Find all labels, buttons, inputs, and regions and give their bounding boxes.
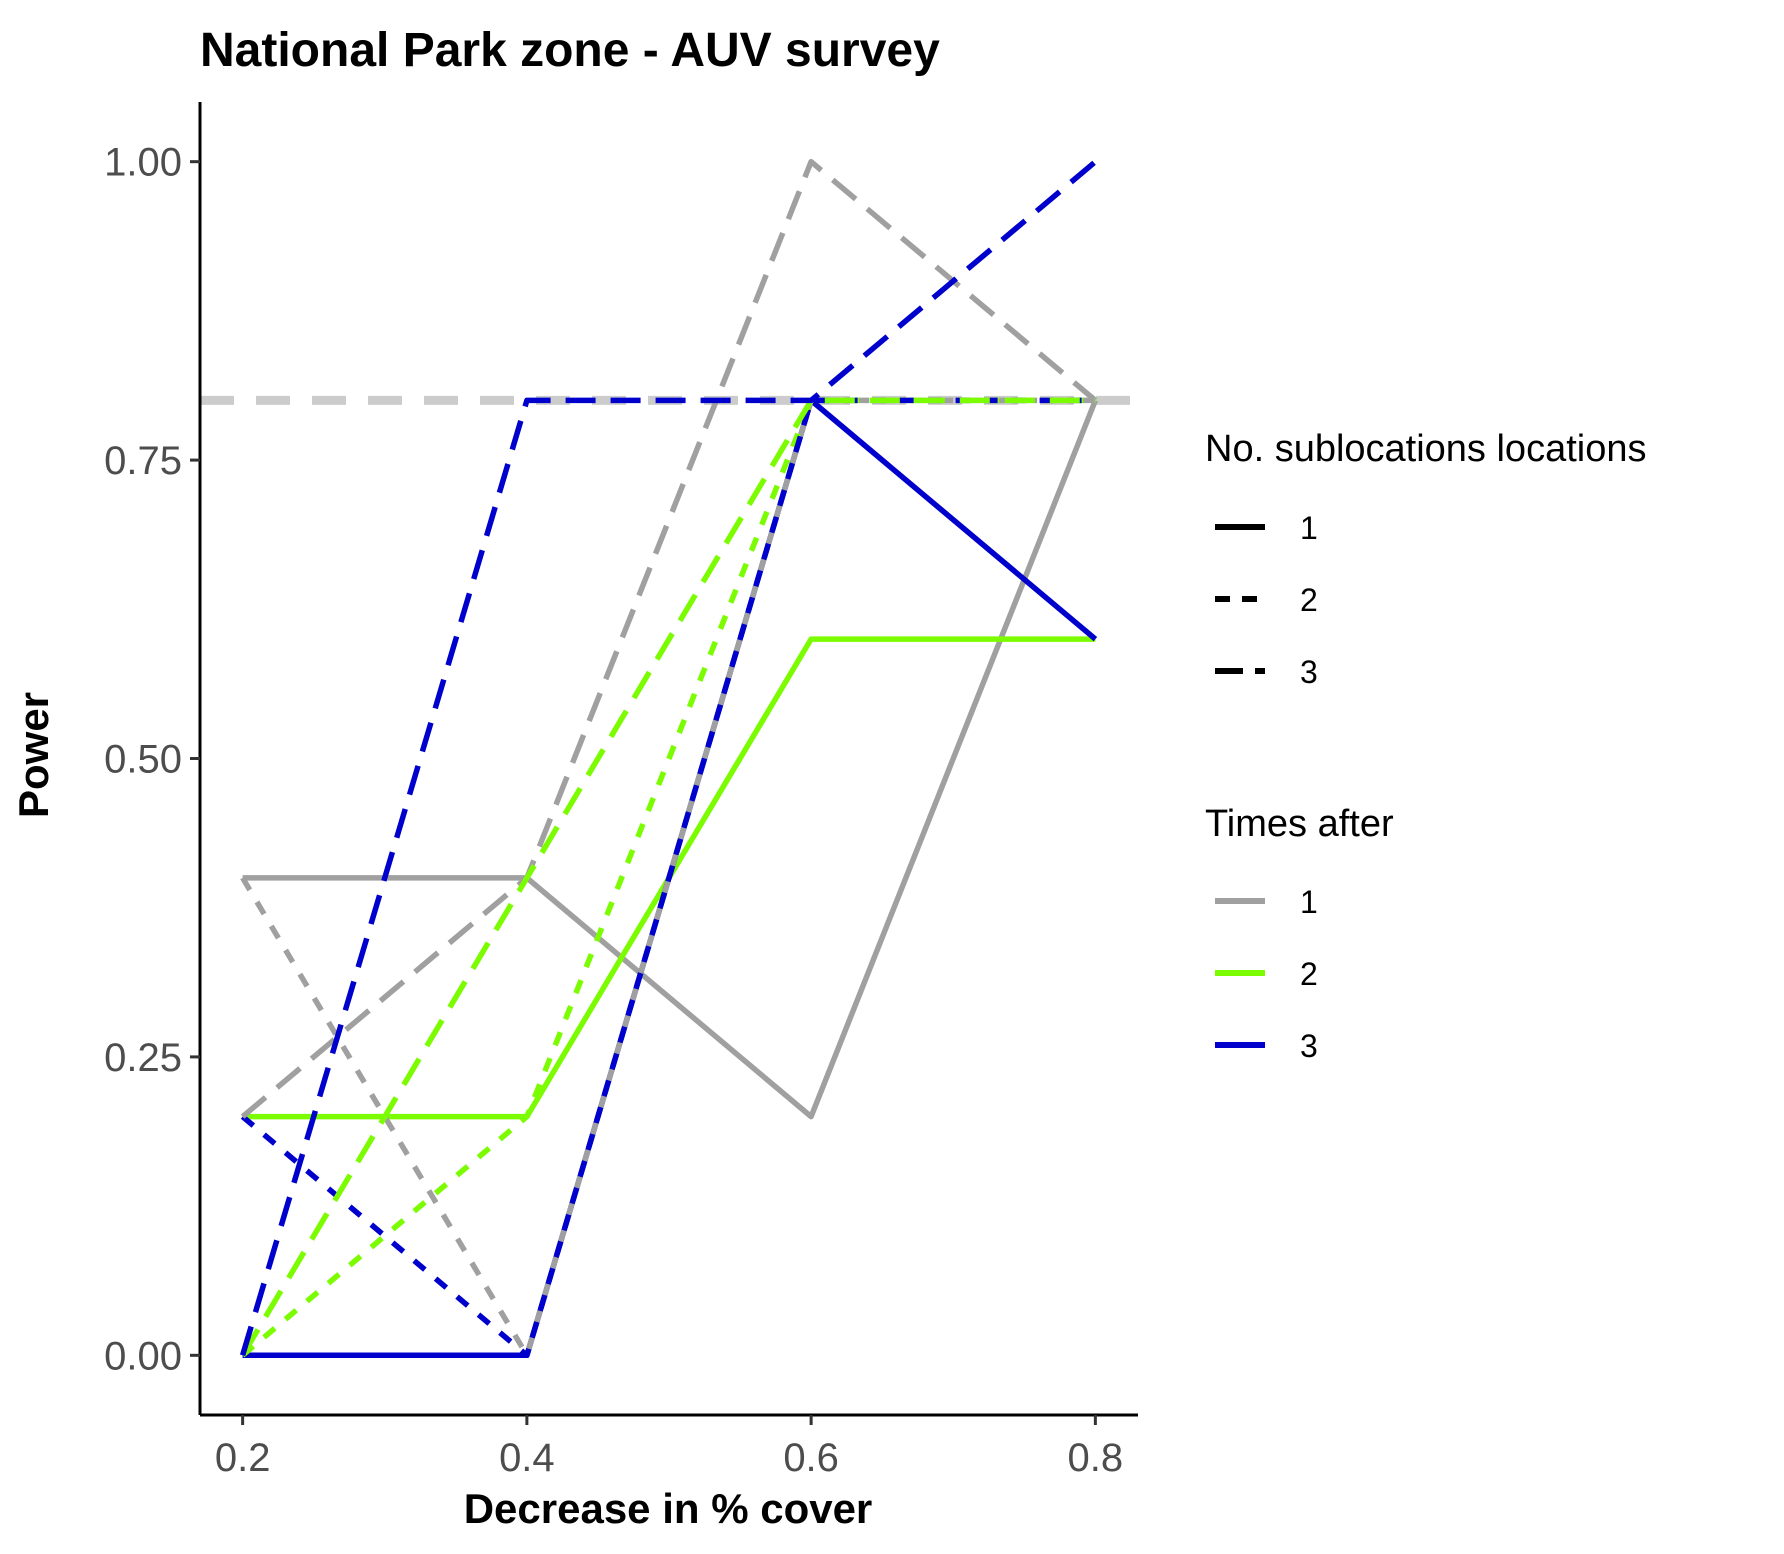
y-axis-title: Power xyxy=(10,692,57,818)
x-tick-label: 0.2 xyxy=(215,1436,271,1480)
legend-label: 3 xyxy=(1300,654,1318,690)
legend-label: 3 xyxy=(1300,1028,1318,1064)
x-axis-title: Decrease in % cover xyxy=(464,1485,873,1532)
legend: No. sublocations locations 1 2 3 Times after… xyxy=(1205,428,1646,1064)
axes: 0.00 0.25 0.50 0.75 1.00 0.2 0.4 0.6 0.8 xyxy=(104,102,1138,1480)
series-line-sublocations-2-times-2 xyxy=(240,397,1096,1358)
legend-title: No. sublocations locations xyxy=(1205,428,1646,470)
legend-label: 1 xyxy=(1300,884,1318,920)
chart-title: National Park zone - AUV survey xyxy=(200,24,940,77)
y-tick-label: 1.00 xyxy=(104,141,182,185)
series-line-sublocations-2-times-3 xyxy=(240,397,1096,1359)
y-tick-label: 0.25 xyxy=(104,1036,182,1080)
y-tick-label: 0.50 xyxy=(104,738,182,782)
x-tick-label: 0.8 xyxy=(1068,1436,1124,1480)
legend-label: 2 xyxy=(1300,582,1318,618)
legend-label: 1 xyxy=(1300,510,1318,546)
x-tick-label: 0.6 xyxy=(783,1436,839,1480)
series-line-sublocations-3-times-2 xyxy=(240,397,1096,1357)
plot-area xyxy=(200,158,1138,1359)
y-tick-label: 0.75 xyxy=(104,439,182,483)
x-tick-label: 0.4 xyxy=(499,1436,555,1480)
y-tick-label: 0.00 xyxy=(104,1334,182,1378)
series-line-sublocations-3-times-3 xyxy=(239,159,1098,1357)
legend-title: Times after xyxy=(1205,803,1394,845)
legend-label: 2 xyxy=(1300,956,1318,992)
